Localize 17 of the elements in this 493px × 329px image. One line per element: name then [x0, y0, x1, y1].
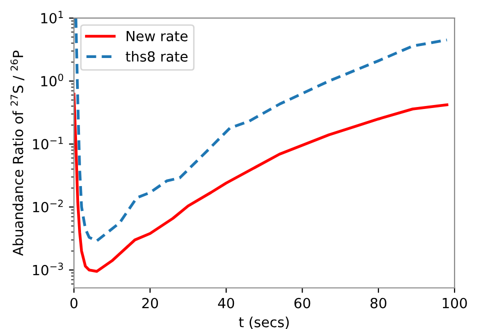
x-tick-label: 40	[218, 298, 234, 308]
x-tick-label: 100	[442, 298, 467, 308]
y-tick-label: 10$^{−1}$	[33, 136, 63, 150]
x-tick-label: 0	[70, 298, 78, 308]
legend-label: New rate	[126, 31, 188, 42]
line-series	[74, 18, 448, 242]
line-series	[74, 92, 448, 273]
y-tick-label: 10$^{−2}$	[33, 200, 63, 212]
x-tick-label: 20	[142, 298, 158, 308]
y-tick-label: 10$^{1}$	[41, 10, 63, 24]
y-tick-label: 10$^{0}$	[41, 74, 64, 86]
x-axis-title: t (secs)	[238, 316, 289, 329]
y-axis-title: Abuandance Ratio of $^{27}$S / $^{26}$P	[10, 50, 24, 256]
x-tick-label: 80	[370, 298, 386, 308]
y-tick-label: 10$^{−3}$	[33, 262, 63, 276]
x-tick-label: 60	[294, 298, 310, 308]
legend-label: ths8 rate	[126, 50, 188, 62]
